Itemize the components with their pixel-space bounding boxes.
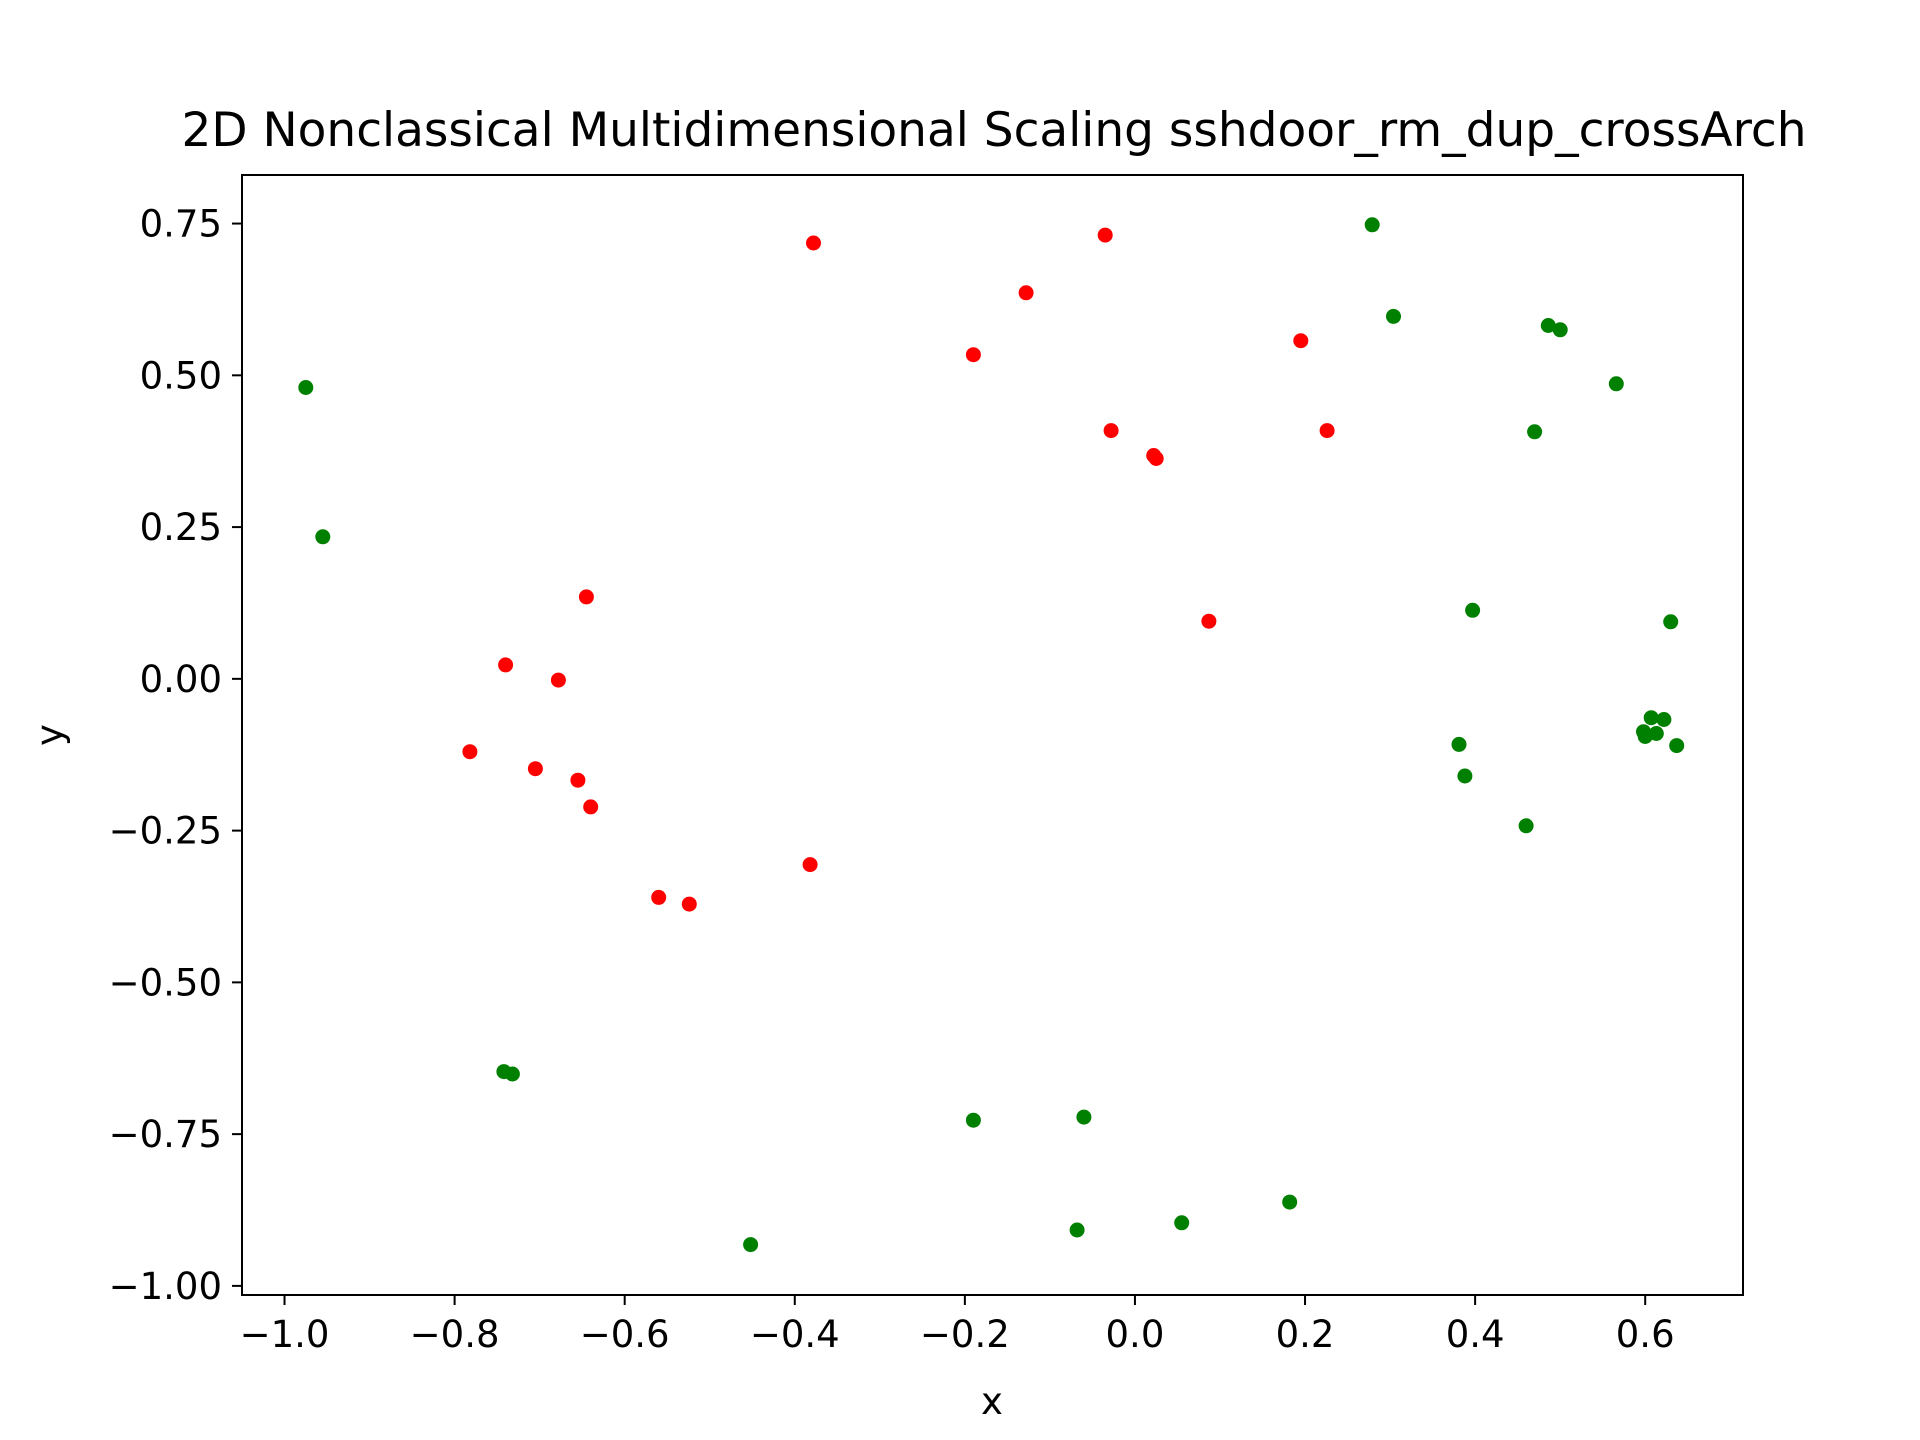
y-tick-label-6: −0.75 (109, 1113, 222, 1156)
point-green-3 (1552, 322, 1568, 338)
x-tick-label-3: −0.4 (750, 1313, 840, 1356)
point-green-8 (1465, 602, 1481, 618)
point-green-20 (504, 1066, 520, 1082)
point-green-17 (1457, 768, 1473, 784)
point-green-6 (298, 380, 314, 395)
point-green-25 (1069, 1222, 1085, 1238)
y-axis-ticks: 0.75 0.50 0.25 0.00 −0.25 −0.50 −0.75 −1.00 (109, 203, 242, 1308)
chart-title: 2D Nonclassical Multidimensional Scaling… (181, 103, 1806, 158)
point-red-19 (681, 896, 697, 912)
point-green-0 (1364, 217, 1380, 233)
x-tick-label-6: 0.2 (1276, 1313, 1335, 1356)
y-tick-label-1: 0.50 (140, 354, 222, 397)
x-tick-label-8: 0.6 (1616, 1313, 1675, 1356)
point-green-1 (1386, 308, 1401, 324)
point-green-22 (965, 1112, 981, 1128)
point-red-3 (965, 347, 981, 363)
x-tick-label-0: −1.0 (240, 1313, 330, 1356)
point-red-5 (1319, 423, 1335, 439)
x-tick-label-5: 0.0 (1106, 1313, 1165, 1356)
point-green-15 (1669, 738, 1685, 754)
point-red-16 (583, 799, 599, 815)
point-green-11 (1656, 712, 1672, 727)
data-points (298, 217, 1685, 1253)
x-tick-label-7: 0.4 (1446, 1313, 1505, 1356)
point-red-12 (550, 672, 566, 688)
point-green-16 (1451, 736, 1467, 752)
point-red-10 (578, 589, 594, 605)
point-red-9 (1201, 613, 1217, 629)
point-green-21 (1076, 1109, 1092, 1125)
y-tick-label-3: 0.00 (140, 658, 222, 701)
point-green-10 (1643, 710, 1659, 726)
point-red-17 (802, 857, 818, 873)
x-tick-label-1: −0.8 (410, 1313, 500, 1356)
point-green-4 (1608, 376, 1624, 392)
point-red-1 (1097, 227, 1113, 243)
x-axis-ticks: −1.0 −0.8 −0.6 −0.4 −0.2 0.0 0.2 0.4 0.6 (240, 1295, 1675, 1356)
point-green-26 (743, 1237, 759, 1253)
point-green-18 (1518, 818, 1534, 834)
point-red-15 (570, 772, 586, 788)
point-red-2 (1018, 285, 1034, 301)
point-red-13 (462, 744, 478, 760)
point-red-14 (527, 761, 543, 777)
y-tick-label-7: −1.00 (109, 1265, 222, 1308)
point-red-0 (806, 235, 821, 251)
point-red-18 (651, 889, 667, 905)
x-tick-label-4: −0.2 (920, 1313, 1010, 1356)
point-red-8 (1148, 451, 1164, 466)
point-green-24 (1174, 1215, 1190, 1231)
point-green-5 (1527, 424, 1543, 440)
y-tick-label-2: 0.25 (140, 506, 222, 549)
point-red-6 (1103, 423, 1119, 439)
point-red-11 (498, 657, 514, 673)
y-tick-label-5: −0.50 (109, 961, 222, 1004)
point-green-23 (1282, 1194, 1298, 1210)
x-tick-label-2: −0.6 (580, 1313, 670, 1356)
point-green-9 (1663, 614, 1679, 630)
point-green-2 (1540, 318, 1556, 333)
y-axis-label: y (28, 724, 71, 746)
plot-frame (241, 174, 1744, 1296)
x-axis-label: x (981, 1380, 1003, 1423)
point-green-14 (1648, 726, 1664, 741)
point-red-4 (1293, 333, 1309, 349)
y-tick-label-0: 0.75 (140, 203, 222, 246)
point-green-7 (315, 529, 331, 545)
y-tick-label-4: −0.25 (109, 810, 222, 853)
